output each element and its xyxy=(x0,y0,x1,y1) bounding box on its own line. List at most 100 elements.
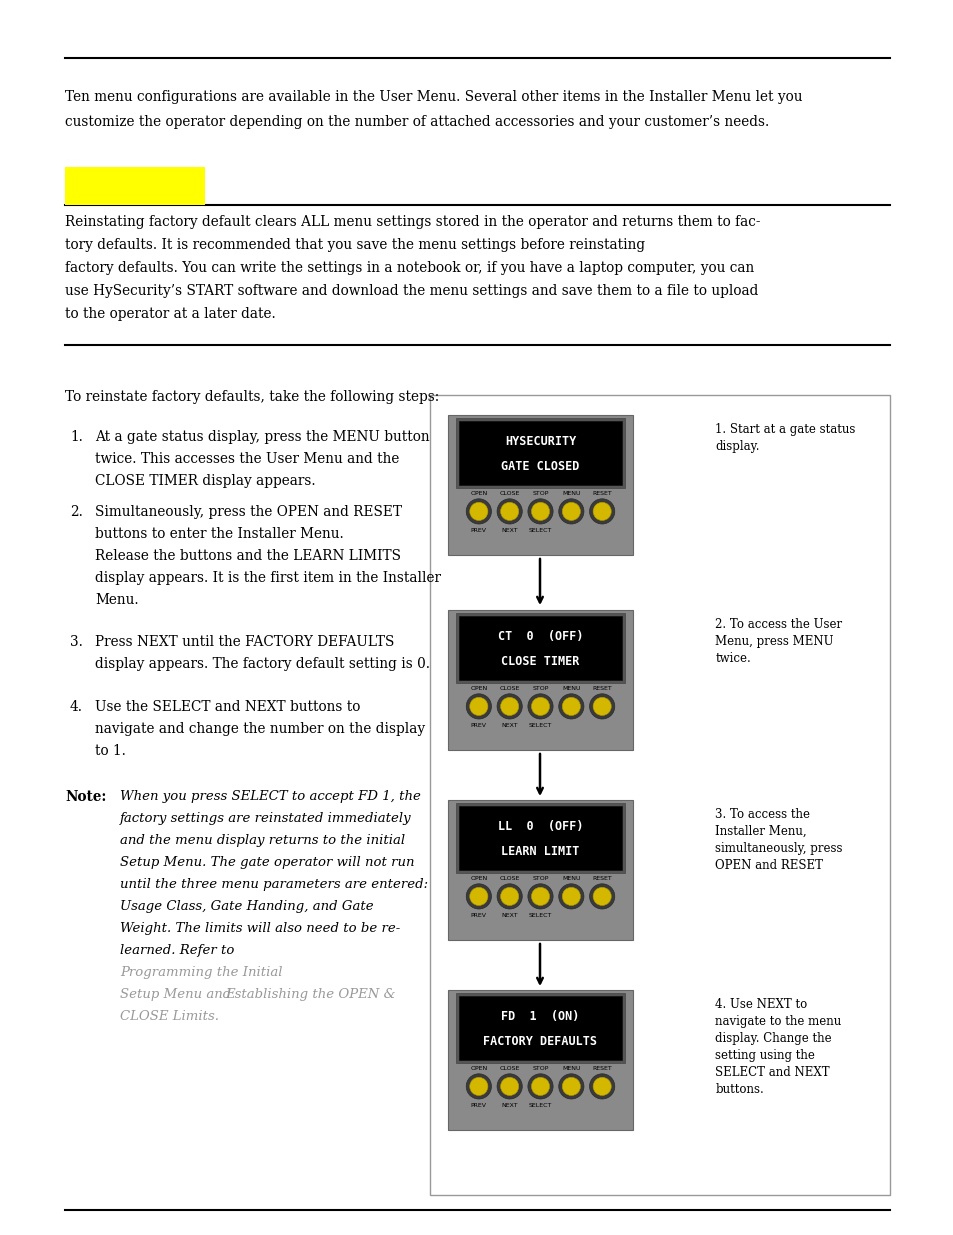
Text: LEARN LIMIT: LEARN LIMIT xyxy=(500,846,579,858)
Bar xyxy=(448,800,633,940)
Bar xyxy=(448,415,633,555)
Text: 1. Start at a gate status: 1. Start at a gate status xyxy=(715,424,855,436)
Text: RESET: RESET xyxy=(592,685,612,690)
Circle shape xyxy=(527,1073,553,1099)
Text: 4.: 4. xyxy=(70,700,83,714)
Text: SELECT: SELECT xyxy=(528,529,552,534)
Text: PREV: PREV xyxy=(471,529,486,534)
Text: CLOSE: CLOSE xyxy=(499,685,519,690)
Circle shape xyxy=(500,503,518,520)
Circle shape xyxy=(593,1077,611,1095)
Text: Press NEXT until the FACTORY DEFAULTS: Press NEXT until the FACTORY DEFAULTS xyxy=(95,635,394,650)
Text: Reinstating factory default clears ALL menu settings stored in the operator and : Reinstating factory default clears ALL m… xyxy=(65,215,760,228)
Text: GATE CLOSED: GATE CLOSED xyxy=(500,461,579,473)
Text: use HySecurity’s START software and download the menu settings and save them to : use HySecurity’s START software and down… xyxy=(65,284,758,298)
Text: Menu, press MENU: Menu, press MENU xyxy=(715,635,833,648)
Circle shape xyxy=(593,698,611,715)
Bar xyxy=(430,395,889,1195)
Text: 4. Use NEXT to: 4. Use NEXT to xyxy=(715,998,806,1011)
Text: Setup Menu. The gate operator will not run: Setup Menu. The gate operator will not r… xyxy=(120,856,414,869)
Text: PREV: PREV xyxy=(471,1103,486,1108)
Circle shape xyxy=(527,694,553,719)
Circle shape xyxy=(500,1077,518,1095)
Bar xyxy=(456,803,624,873)
Text: LL  0  (OFF): LL 0 (OFF) xyxy=(497,820,582,834)
Text: Setup Menu and: Setup Menu and xyxy=(120,988,235,1002)
Text: display. Change the: display. Change the xyxy=(715,1032,831,1045)
Circle shape xyxy=(469,887,487,905)
Bar xyxy=(448,610,633,750)
Circle shape xyxy=(469,503,487,520)
Text: 1.: 1. xyxy=(70,430,83,445)
Text: to the operator at a later date.: to the operator at a later date. xyxy=(65,308,275,321)
Text: NEXT: NEXT xyxy=(501,722,517,727)
Text: RESET: RESET xyxy=(592,876,612,881)
Text: until the three menu parameters are entered:: until the three menu parameters are ente… xyxy=(120,878,428,890)
Text: factory settings are reinstated immediately: factory settings are reinstated immediat… xyxy=(120,811,411,825)
Text: OPEN: OPEN xyxy=(470,876,487,881)
Circle shape xyxy=(558,499,583,524)
Text: SELECT and NEXT: SELECT and NEXT xyxy=(715,1066,829,1079)
Bar xyxy=(456,417,624,488)
Text: buttons.: buttons. xyxy=(715,1083,763,1095)
Text: Release the buttons and the LEARN LIMITS: Release the buttons and the LEARN LIMITS xyxy=(95,550,400,563)
Circle shape xyxy=(466,1073,491,1099)
Text: STOP: STOP xyxy=(532,876,548,881)
Circle shape xyxy=(561,503,579,520)
Text: OPEN: OPEN xyxy=(470,685,487,690)
Circle shape xyxy=(589,884,614,909)
Text: PREV: PREV xyxy=(471,913,486,918)
Circle shape xyxy=(558,694,583,719)
Circle shape xyxy=(531,887,549,905)
Text: NEXT: NEXT xyxy=(501,529,517,534)
Text: 2.: 2. xyxy=(70,505,83,519)
Bar xyxy=(65,167,205,205)
Circle shape xyxy=(466,694,491,719)
Text: MENU: MENU xyxy=(561,1066,580,1071)
Text: 3.: 3. xyxy=(70,635,83,650)
Text: Simultaneously, press the OPEN and RESET: Simultaneously, press the OPEN and RESET xyxy=(95,505,401,519)
Circle shape xyxy=(497,694,521,719)
Text: To reinstate factory defaults, take the following steps:: To reinstate factory defaults, take the … xyxy=(65,390,438,404)
Circle shape xyxy=(469,1077,487,1095)
Text: STOP: STOP xyxy=(532,490,548,495)
Bar xyxy=(456,613,624,683)
Text: MENU: MENU xyxy=(561,876,580,881)
Text: twice.: twice. xyxy=(715,652,750,664)
Text: tory defaults. It is recommended that you save the menu settings before reinstat: tory defaults. It is recommended that yo… xyxy=(65,238,644,252)
Text: factory defaults. You can write the settings in a notebook or, if you have a lap: factory defaults. You can write the sett… xyxy=(65,261,754,275)
Text: Use the SELECT and NEXT buttons to: Use the SELECT and NEXT buttons to xyxy=(95,700,360,714)
Text: OPEN: OPEN xyxy=(470,1066,487,1071)
Text: to 1.: to 1. xyxy=(95,743,126,758)
Text: When you press SELECT to accept FD 1, the: When you press SELECT to accept FD 1, th… xyxy=(120,790,420,803)
Circle shape xyxy=(561,1077,579,1095)
Bar xyxy=(458,805,621,869)
Circle shape xyxy=(593,503,611,520)
Text: MENU: MENU xyxy=(561,490,580,495)
Text: STOP: STOP xyxy=(532,685,548,690)
Text: NEXT: NEXT xyxy=(501,913,517,918)
Text: twice. This accesses the User Menu and the: twice. This accesses the User Menu and t… xyxy=(95,452,399,466)
Text: STOP: STOP xyxy=(532,1066,548,1071)
Text: display.: display. xyxy=(715,440,759,453)
Text: SELECT: SELECT xyxy=(528,1103,552,1108)
Text: customize the operator depending on the number of attached accessories and your : customize the operator depending on the … xyxy=(65,115,768,128)
Text: OPEN and RESET: OPEN and RESET xyxy=(715,860,822,872)
Circle shape xyxy=(593,887,611,905)
Text: SELECT: SELECT xyxy=(528,913,552,918)
Circle shape xyxy=(531,698,549,715)
Circle shape xyxy=(497,884,521,909)
Text: At a gate status display, press the MENU button: At a gate status display, press the MENU… xyxy=(95,430,429,445)
Text: FACTORY DEFAULTS: FACTORY DEFAULTS xyxy=(483,1035,597,1049)
Circle shape xyxy=(531,503,549,520)
Text: SELECT: SELECT xyxy=(528,722,552,727)
Circle shape xyxy=(589,694,614,719)
Text: CLOSE: CLOSE xyxy=(499,490,519,495)
Circle shape xyxy=(500,698,518,715)
Circle shape xyxy=(497,1073,521,1099)
Circle shape xyxy=(589,499,614,524)
Text: FD  1  (ON): FD 1 (ON) xyxy=(500,1010,579,1024)
Text: and the menu display returns to the initial: and the menu display returns to the init… xyxy=(120,834,405,847)
Text: learned. Refer to: learned. Refer to xyxy=(120,944,238,957)
Circle shape xyxy=(589,1073,614,1099)
